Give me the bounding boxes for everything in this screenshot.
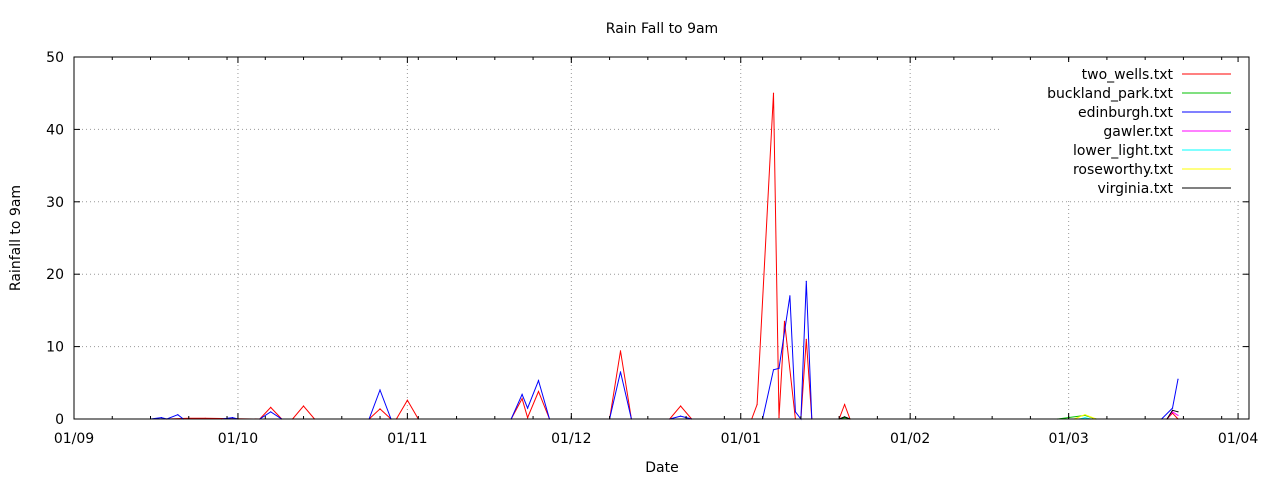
series-point: [1177, 414, 1179, 416]
series-point: [521, 398, 523, 400]
series-point: [1177, 378, 1179, 380]
series-point: [778, 367, 780, 369]
legend-entry-label: buckland_park.txt: [1047, 86, 1173, 102]
series-point: [794, 411, 797, 413]
y-tick-label: 10: [46, 340, 64, 356]
legend-entry-label: roseworthy.txt: [1073, 162, 1174, 178]
y-tick-label: 0: [55, 412, 64, 428]
series-point: [805, 338, 807, 340]
legend-background: [1000, 62, 1245, 198]
x-tick-label: 01/04: [1218, 431, 1258, 447]
legend-entry-label: two_wells.txt: [1082, 67, 1174, 83]
series-point: [302, 405, 305, 407]
series-point: [1171, 409, 1174, 411]
series-point: [537, 380, 540, 382]
series-point: [844, 416, 846, 418]
series-point: [778, 417, 780, 419]
y-tick-label: 30: [46, 195, 64, 211]
x-tick-label: 01/10: [218, 431, 258, 447]
series-point: [1177, 411, 1179, 413]
series-point: [1084, 417, 1086, 419]
legend-entry-label: lower_light.txt: [1073, 143, 1174, 159]
series-point: [805, 280, 807, 282]
y-tick-label: 50: [46, 50, 64, 66]
series-point: [619, 371, 622, 373]
legend-entry-label: gawler.txt: [1103, 124, 1173, 140]
series-point: [270, 411, 272, 413]
series-point: [379, 389, 381, 391]
x-tick-label: 01/12: [551, 431, 591, 447]
x-tick-label: 01/02: [890, 431, 930, 447]
series-point: [527, 417, 529, 419]
series-point: [160, 417, 162, 419]
y-tick-label: 20: [46, 267, 64, 283]
legend-entry-label: edinburgh.txt: [1078, 105, 1174, 121]
series-point: [1084, 414, 1086, 416]
series-point: [772, 369, 775, 371]
series-point: [680, 415, 682, 417]
x-axis-title: Date: [645, 460, 678, 476]
series-point: [379, 408, 381, 410]
series-point: [537, 390, 540, 393]
series-line-6: [838, 409, 1179, 420]
series-point: [756, 403, 758, 406]
y-tick-label: 40: [46, 122, 64, 138]
legend-entry-label: virginia.txt: [1097, 181, 1173, 197]
x-tick-label: 01/11: [387, 431, 427, 447]
series-point: [772, 92, 775, 94]
plot-frame: [73, 56, 1250, 420]
x-tick-label: 01/03: [1048, 431, 1088, 447]
series-point: [680, 405, 682, 407]
series-point: [406, 399, 408, 401]
x-tick-label: 01/09: [54, 431, 94, 447]
series-point: [521, 393, 523, 395]
x-tick-label: 01/01: [721, 431, 761, 447]
series-point: [231, 417, 234, 419]
series-line-2: [150, 281, 1179, 421]
legend: two_wells.txt buckland_park.txt edinburgh.…: [1000, 62, 1245, 198]
chart-title: Rain Fall to 9am: [606, 21, 718, 37]
series-point: [177, 414, 179, 416]
series-point: [1171, 407, 1174, 409]
axis-ticks: 0 10 20 30 40 50 01/09 01/10 01/11 01/12 01/01 01/0…: [46, 50, 1258, 447]
series-point: [619, 350, 622, 352]
series-point: [270, 406, 272, 408]
series-point: [789, 295, 791, 297]
series-point: [783, 320, 786, 322]
y-axis-title: Rainfall to 9am: [8, 185, 24, 291]
series-point: [844, 403, 846, 406]
series-point: [527, 407, 529, 409]
